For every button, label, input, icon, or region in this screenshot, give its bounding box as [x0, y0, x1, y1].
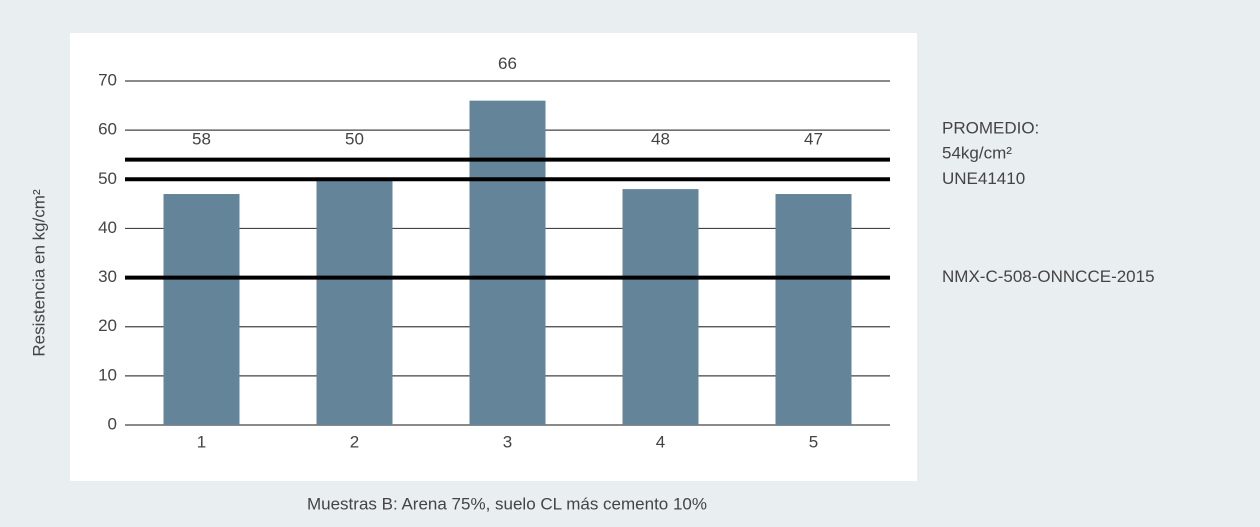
reference-label: PROMEDIO:: [942, 118, 1039, 137]
x-tick-label: 3: [503, 432, 512, 451]
x-axis-title: Muestras B: Arena 75%, suelo CL más ceme…: [307, 494, 707, 513]
y-axis-title: Resistencia en kg/cm²: [29, 189, 48, 357]
bar: [775, 194, 852, 425]
data-label: 66: [498, 54, 517, 73]
x-tick-label: 2: [350, 432, 359, 451]
x-tick-label: 1: [197, 432, 206, 451]
y-tick-label: 40: [98, 218, 117, 237]
y-tick-label: 0: [108, 414, 117, 433]
y-tick-label: 50: [98, 169, 117, 188]
data-label: 48: [651, 129, 670, 148]
data-label: 50: [345, 129, 364, 148]
y-tick-label: 10: [98, 365, 117, 384]
reference-label: UNE41410: [942, 169, 1025, 188]
data-label: 58: [192, 129, 211, 148]
x-tick-label: 5: [809, 432, 818, 451]
reference-label: NMX-C-508-ONNCCE-2015: [942, 267, 1155, 286]
data-label: 47: [804, 129, 823, 148]
x-tick-label: 4: [656, 432, 665, 451]
y-tick-label: 60: [98, 120, 117, 139]
y-tick-label: 30: [98, 267, 117, 286]
y-tick-label: 20: [98, 316, 117, 335]
bar: [316, 179, 393, 425]
bar: [469, 100, 546, 426]
bar: [622, 189, 699, 425]
bar: [163, 194, 240, 425]
y-tick-label: 70: [98, 70, 117, 89]
reference-label: 54kg/cm²: [942, 143, 1012, 162]
